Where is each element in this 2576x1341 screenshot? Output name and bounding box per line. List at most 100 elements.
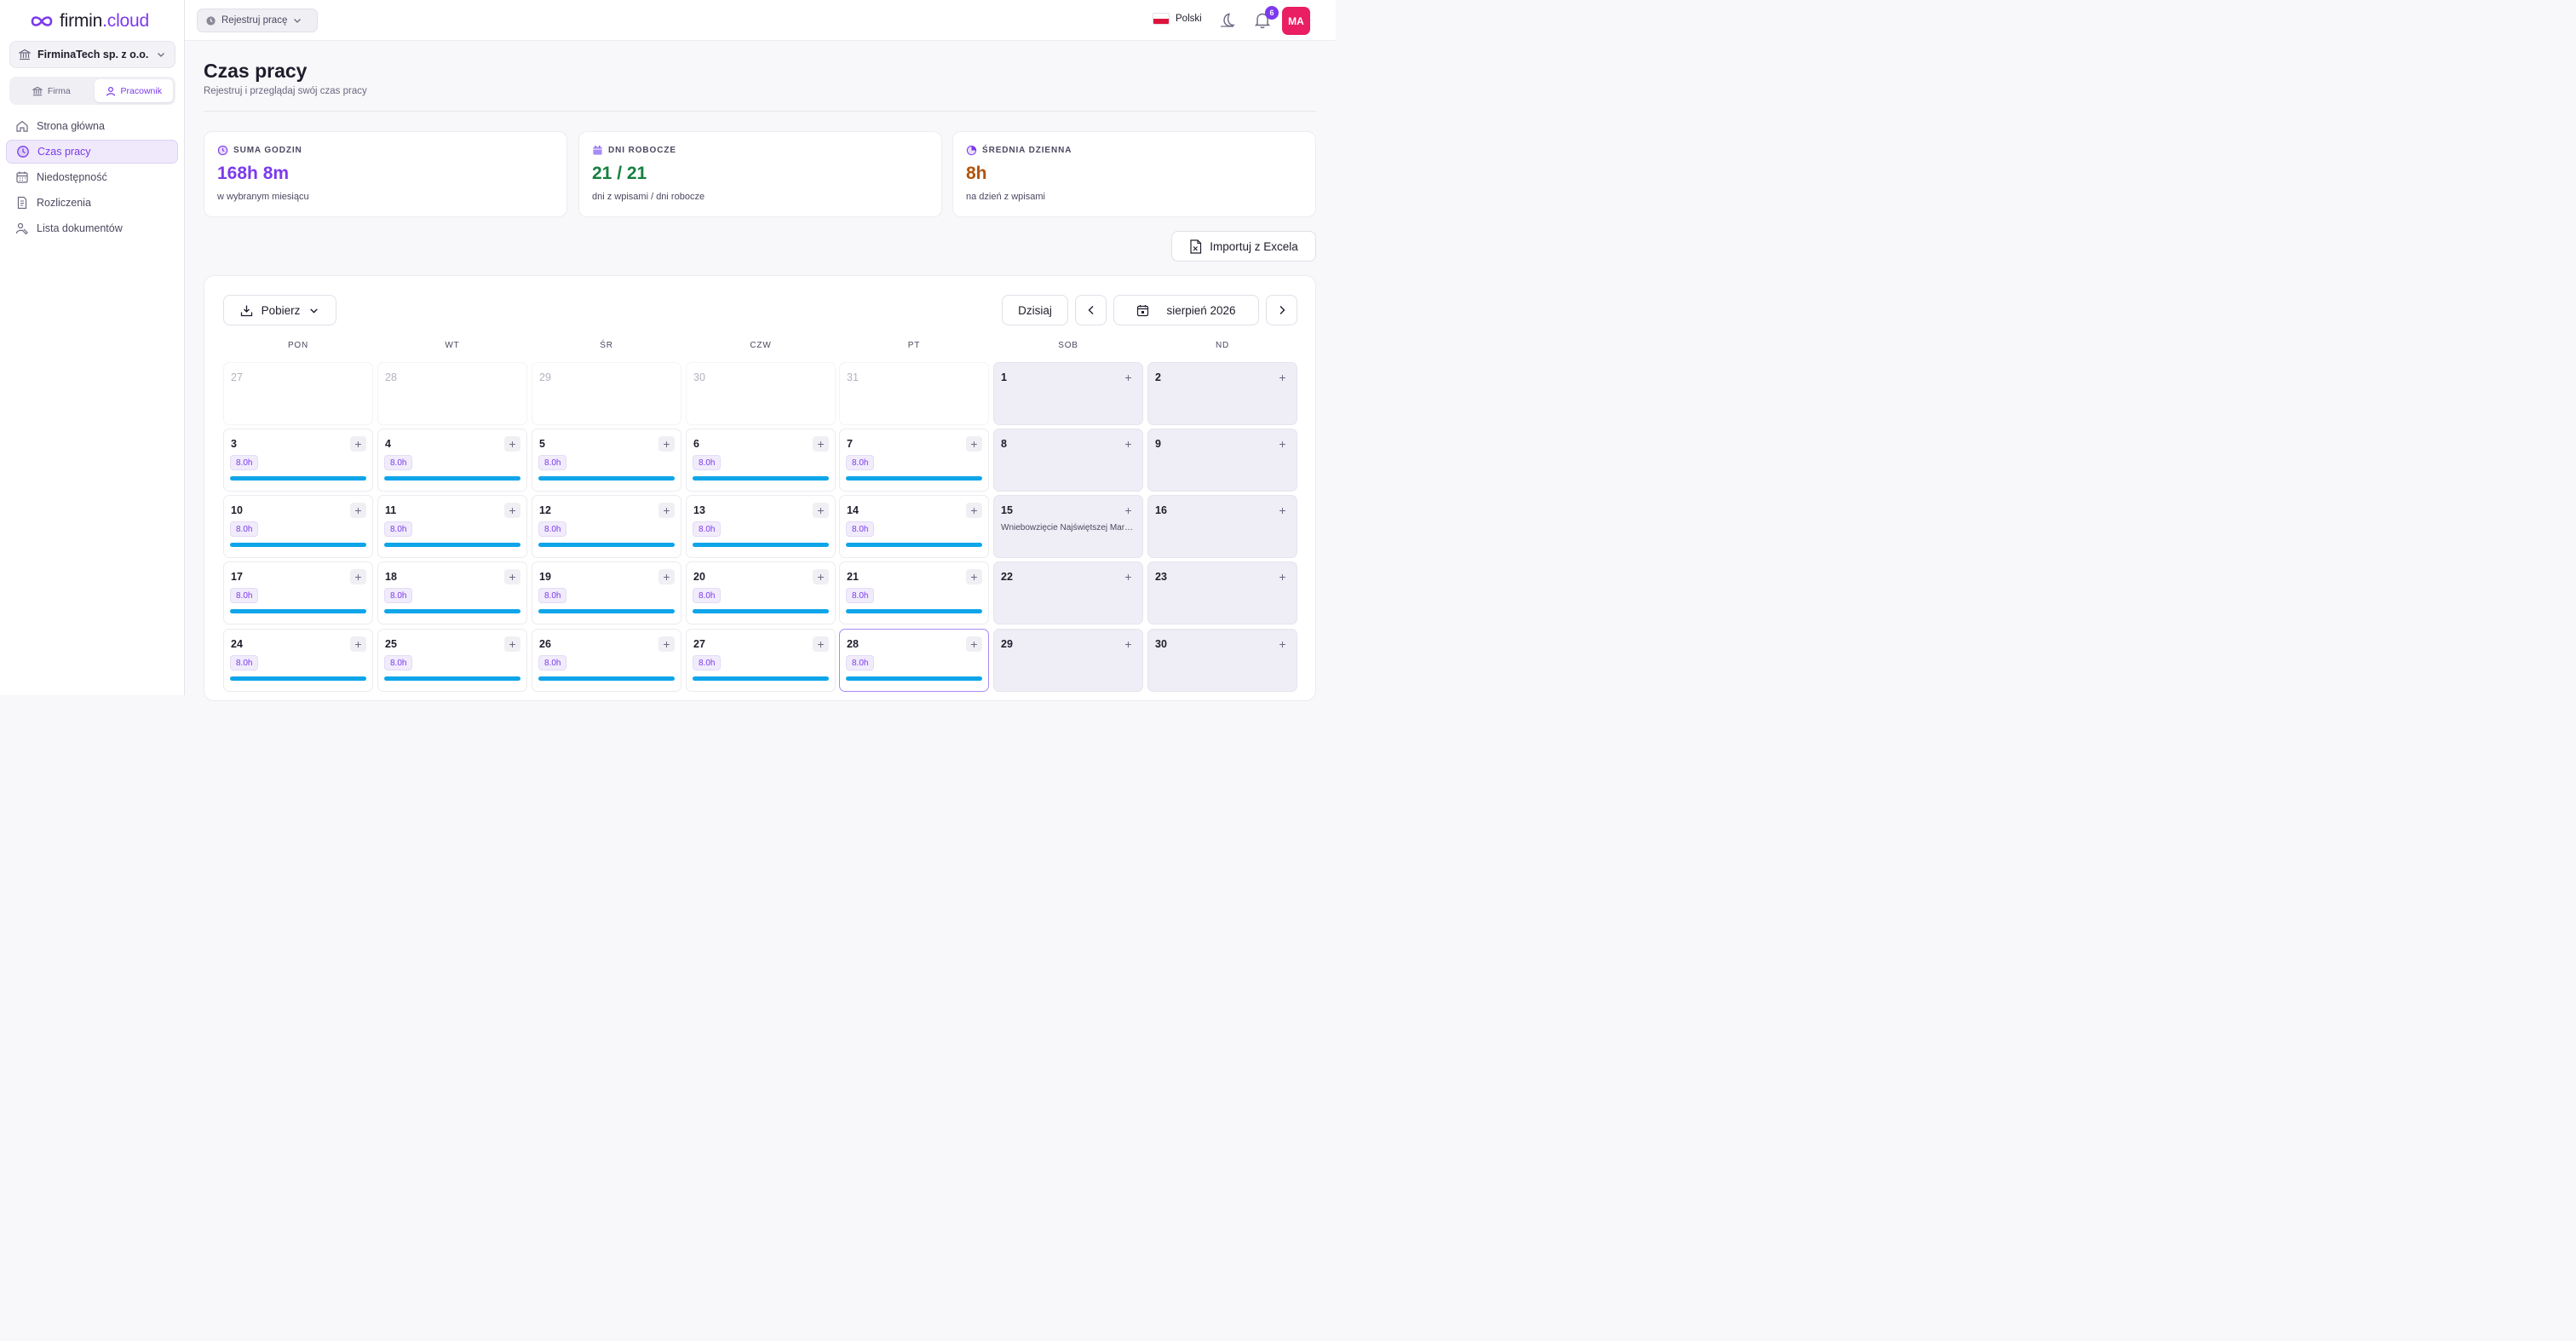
company-selector[interactable]: FirminaTech sp. z o.o. xyxy=(9,41,175,68)
calendar-day-cell[interactable]: 27 xyxy=(223,362,373,425)
register-work-button[interactable]: Rejestruj pracę xyxy=(197,9,318,32)
calendar-day-cell[interactable]: 6 +8.0h xyxy=(686,429,836,492)
add-entry-icon[interactable]: + xyxy=(658,636,675,652)
sidebar-item-documents[interactable]: Lista dokumentów xyxy=(6,216,178,240)
calendar-day-cell[interactable]: 25 +8.0h xyxy=(377,629,527,692)
calendar-day-cell[interactable]: 30 xyxy=(686,362,836,425)
prev-month-button[interactable] xyxy=(1075,295,1107,325)
hours-badge: 8.0h xyxy=(846,588,875,603)
hours-badge: 8.0h xyxy=(230,521,259,537)
add-entry-icon[interactable]: + xyxy=(504,569,520,584)
day-number: 12 xyxy=(539,504,551,516)
add-entry-icon[interactable]: + xyxy=(1279,504,1286,517)
role-tab-label: Pracownik xyxy=(120,85,162,96)
add-entry-icon[interactable]: + xyxy=(1124,637,1132,651)
day-number: 21 xyxy=(847,571,859,583)
add-entry-icon[interactable]: + xyxy=(1124,371,1132,384)
hours-progress-bar xyxy=(230,676,366,681)
calendar-day-cell[interactable]: 18 +8.0h xyxy=(377,561,527,624)
add-entry-icon[interactable]: + xyxy=(966,503,982,518)
calendar-day-cell[interactable]: 29 + xyxy=(993,629,1143,692)
add-entry-icon[interactable]: + xyxy=(658,503,675,518)
today-button[interactable]: Dzisiaj xyxy=(1002,295,1068,325)
add-entry-icon[interactable]: + xyxy=(966,569,982,584)
day-number: 15 xyxy=(1001,504,1013,516)
sidebar-item-settlements[interactable]: Rozliczenia xyxy=(6,191,178,215)
avatar[interactable]: MA xyxy=(1282,7,1310,35)
hours-progress-bar xyxy=(693,476,829,481)
calendar-day-cell[interactable]: 31 xyxy=(839,362,989,425)
language-selector[interactable]: Polski xyxy=(1153,13,1202,25)
calendar-day-cell[interactable]: 28 xyxy=(377,362,527,425)
month-picker[interactable]: sierpień 2026 xyxy=(1113,295,1259,325)
role-tab-pracownik[interactable]: Pracownik xyxy=(94,79,173,102)
calendar-day-cell[interactable]: 4 +8.0h xyxy=(377,429,527,492)
hours-progress-bar xyxy=(846,476,982,481)
calendar-day-cell[interactable]: 23 + xyxy=(1147,561,1297,624)
add-entry-icon[interactable]: + xyxy=(1279,570,1286,584)
calendar-day-cell[interactable]: 12 +8.0h xyxy=(532,495,681,558)
add-entry-icon[interactable]: + xyxy=(350,503,366,518)
calendar-day-cell[interactable]: 30 + xyxy=(1147,629,1297,692)
download-button[interactable]: Pobierz xyxy=(223,295,336,325)
document-icon xyxy=(17,196,27,210)
calendar-day-cell[interactable]: 19 +8.0h xyxy=(532,561,681,624)
moon-icon[interactable] xyxy=(1217,11,1236,30)
bell-icon[interactable] xyxy=(1254,11,1271,30)
calendar-day-cell[interactable]: 27 +8.0h xyxy=(686,629,836,692)
sidebar-item-home[interactable]: Strona główna xyxy=(6,114,178,138)
calendar-day-cell[interactable]: 10 +8.0h xyxy=(223,495,373,558)
calendar-day-cell[interactable]: 9 + xyxy=(1147,429,1297,492)
calendar-day-cell[interactable]: 2 + xyxy=(1147,362,1297,425)
calendar-day-cell[interactable]: 22 + xyxy=(993,561,1143,624)
add-entry-icon[interactable]: + xyxy=(813,636,829,652)
calendar-day-cell[interactable]: 20 +8.0h xyxy=(686,561,836,624)
hours-badge: 8.0h xyxy=(693,521,722,537)
calendar-day-cell[interactable]: 29 xyxy=(532,362,681,425)
import-excel-button[interactable]: Importuj z Excela xyxy=(1171,231,1316,262)
logo-text: firmin.cloud xyxy=(60,11,149,31)
add-entry-icon[interactable]: + xyxy=(1124,437,1132,451)
add-entry-icon[interactable]: + xyxy=(966,636,982,652)
calendar-day-cell[interactable]: 16 + xyxy=(1147,495,1297,558)
calendar-day-cell[interactable]: 21 +8.0h xyxy=(839,561,989,624)
calendar-day-cell[interactable]: 1 + xyxy=(993,362,1143,425)
calendar-day-cell[interactable]: 24 +8.0h xyxy=(223,629,373,692)
calendar-day-cell[interactable]: 13 +8.0h xyxy=(686,495,836,558)
calendar-day-cell[interactable]: 7 +8.0h xyxy=(839,429,989,492)
add-entry-icon[interactable]: + xyxy=(350,636,366,652)
add-entry-icon[interactable]: + xyxy=(350,569,366,584)
calendar-day-cell[interactable]: 28 +8.0h xyxy=(839,629,989,692)
add-entry-icon[interactable]: + xyxy=(1124,570,1132,584)
add-entry-icon[interactable]: + xyxy=(966,436,982,452)
calendar-day-cell[interactable]: 14 +8.0h xyxy=(839,495,989,558)
page-title: Czas pracy xyxy=(204,60,308,82)
add-entry-icon[interactable]: + xyxy=(1279,371,1286,384)
add-entry-icon[interactable]: + xyxy=(504,436,520,452)
add-entry-icon[interactable]: + xyxy=(1279,637,1286,651)
add-entry-icon[interactable]: + xyxy=(1124,504,1132,517)
add-entry-icon[interactable]: + xyxy=(813,436,829,452)
role-tab-firma[interactable]: Firma xyxy=(12,79,91,102)
calendar-day-cell[interactable]: 3 +8.0h xyxy=(223,429,373,492)
add-entry-icon[interactable]: + xyxy=(1279,437,1286,451)
add-entry-icon[interactable]: + xyxy=(504,503,520,518)
calendar-day-cell[interactable]: 26 +8.0h xyxy=(532,629,681,692)
next-month-button[interactable] xyxy=(1266,295,1297,325)
add-entry-icon[interactable]: + xyxy=(504,636,520,652)
add-entry-icon[interactable]: + xyxy=(813,569,829,584)
add-entry-icon[interactable]: + xyxy=(658,436,675,452)
add-entry-icon[interactable]: + xyxy=(658,569,675,584)
sidebar-item-work-time[interactable]: Czas pracy xyxy=(6,140,178,164)
add-entry-icon[interactable]: + xyxy=(813,503,829,518)
calendar-day-cell[interactable]: 5 +8.0h xyxy=(532,429,681,492)
sidebar-item-unavailability[interactable]: Niedostępność xyxy=(6,165,178,189)
calendar-day-cell[interactable]: 11 +8.0h xyxy=(377,495,527,558)
calendar-day-cell[interactable]: 8 + xyxy=(993,429,1143,492)
add-entry-icon[interactable]: + xyxy=(350,436,366,452)
calendar-day-cell[interactable]: 17 +8.0h xyxy=(223,561,373,624)
hours-badge: 8.0h xyxy=(693,455,722,470)
calendar-day-cell[interactable]: 15 + Wniebowzięcie Najświętszej Mar… xyxy=(993,495,1143,558)
hours-badge: 8.0h xyxy=(384,455,413,470)
logo[interactable]: firmin.cloud xyxy=(30,11,149,32)
